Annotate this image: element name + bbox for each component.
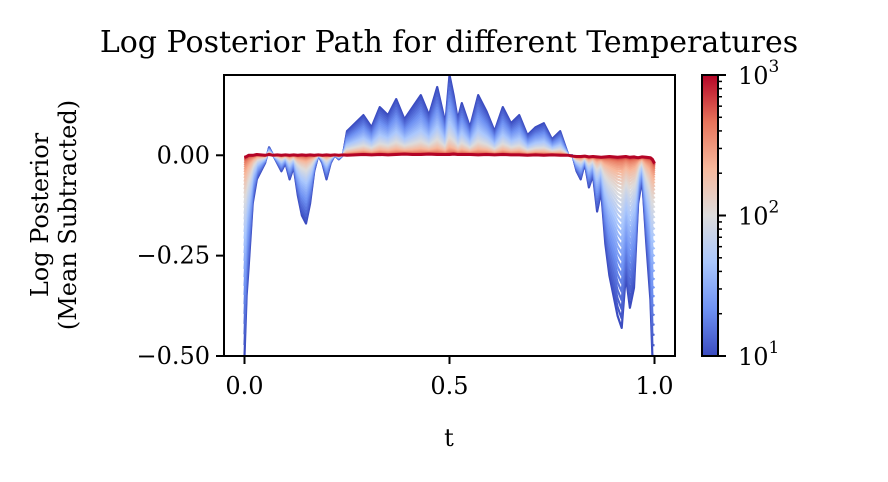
colorbar-tick-label: 101 — [738, 338, 779, 371]
y-tick-label: 0.00 — [157, 141, 210, 169]
x-axis-label: t — [444, 424, 454, 452]
y-axis: 0.00 −0.25 −0.50 — [136, 141, 224, 370]
chart-title: Log Posterior Path for different Tempera… — [100, 25, 798, 60]
x-tick-label: 0.5 — [430, 372, 468, 400]
colorbar: 101 102 103 — [701, 57, 779, 371]
colorbar-tick-label: 103 — [738, 57, 779, 90]
colorbar-ticks: 101 102 103 — [718, 57, 779, 371]
y-axis-label: Log Posterior (Mean Subtracted) — [26, 100, 82, 330]
temperature-paths — [243, 75, 656, 356]
y-axis-label-line-2: (Mean Subtracted) — [54, 100, 82, 330]
y-tick-label: −0.25 — [136, 242, 210, 270]
x-tick-label: 0.0 — [225, 372, 263, 400]
y-tick-label: −0.50 — [136, 342, 210, 370]
colorbar-fill — [702, 75, 718, 356]
x-axis: 0.0 0.5 1.0 — [225, 356, 674, 400]
x-tick-label: 1.0 — [635, 372, 673, 400]
colorbar-tick-label: 102 — [738, 198, 779, 231]
y-axis-label-line-1: Log Posterior — [26, 132, 54, 297]
temperature-path — [243, 152, 656, 164]
